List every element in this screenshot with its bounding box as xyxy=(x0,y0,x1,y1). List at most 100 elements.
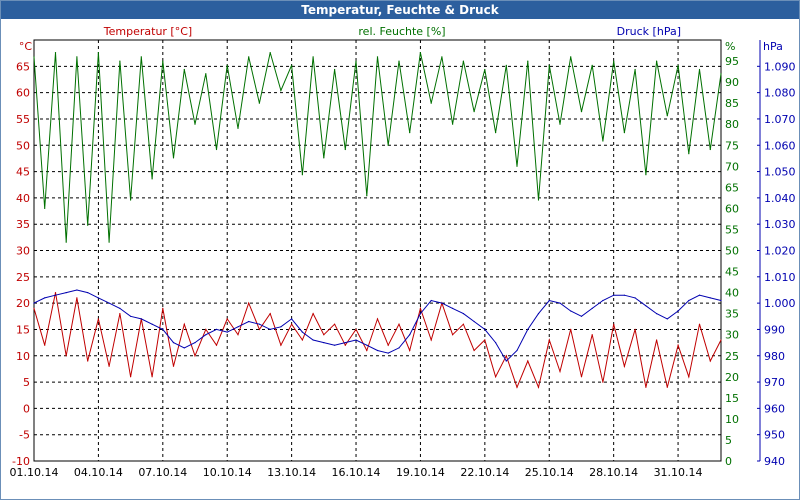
temp-data-point xyxy=(194,355,196,357)
hum-data-point xyxy=(344,148,346,151)
hum-data-point xyxy=(473,111,475,113)
hum-data-point xyxy=(505,64,507,66)
temp-data-point xyxy=(677,344,679,346)
temp-data-point xyxy=(720,339,722,341)
hum-data-point xyxy=(698,68,701,71)
hum-axis-label: rel. Feuchte [%] xyxy=(358,25,445,38)
hum-data-point xyxy=(87,224,89,226)
press-tick-label: 1.030 xyxy=(764,218,796,231)
temp-tick-label: -10 xyxy=(12,455,30,468)
temp-tick-label: 25 xyxy=(16,271,30,284)
hum-data-point xyxy=(280,89,282,92)
hum-data-point xyxy=(452,123,454,125)
hum-tick-label: 0 xyxy=(725,455,732,468)
temp-data-point xyxy=(709,360,711,362)
press-data-point xyxy=(355,339,357,341)
hum-data-point xyxy=(205,73,207,75)
temp-data-point xyxy=(258,328,260,330)
temp-data-point xyxy=(580,376,583,378)
press-data-point xyxy=(570,310,572,312)
press-data-point xyxy=(269,328,271,330)
temp-tick-label: -5 xyxy=(19,429,30,442)
temp-data-point xyxy=(495,376,497,378)
temp-data-point xyxy=(108,365,110,367)
press-data-point xyxy=(409,334,411,336)
hum-data-point xyxy=(366,195,368,197)
hum-data-point xyxy=(194,123,196,125)
press-data-point xyxy=(97,297,99,299)
hum-data-point xyxy=(355,60,357,62)
temp-data-point xyxy=(172,365,175,367)
temp-tick-label: 60 xyxy=(16,87,30,100)
press-data-point xyxy=(441,302,443,304)
press-data-point xyxy=(183,347,185,349)
temp-data-point xyxy=(97,318,99,320)
temp-data-point xyxy=(634,328,636,330)
press-data-point xyxy=(462,313,464,315)
temp-data-point xyxy=(366,349,368,352)
chart-title: Temperatur, Feuchte & Druck xyxy=(1,1,799,19)
temp-data-point xyxy=(344,344,346,346)
temp-data-point xyxy=(591,334,593,336)
x-tick-label: 31.10.14 xyxy=(654,466,703,479)
temp-data-point xyxy=(54,292,57,294)
x-tick-label: 10.10.14 xyxy=(203,466,252,479)
hum-data-point xyxy=(312,56,314,58)
hum-data-point xyxy=(516,165,518,167)
hum-data-point xyxy=(108,241,110,243)
press-data-point xyxy=(580,315,583,317)
x-tick-label: 16.10.14 xyxy=(332,466,381,479)
temp-data-point xyxy=(248,302,250,304)
hum-data-point xyxy=(387,144,389,146)
press-tick-label: 1.010 xyxy=(764,271,796,284)
hum-data-point xyxy=(33,56,35,58)
temp-data-point xyxy=(537,386,540,388)
press-tick-label: 990 xyxy=(764,323,785,336)
press-data-point xyxy=(591,307,593,309)
press-data-point xyxy=(87,292,89,294)
hum-tick-label: 20 xyxy=(725,371,739,384)
hum-tick-label: 95 xyxy=(725,55,739,68)
press-data-point xyxy=(194,342,196,344)
x-tick-label: 22.10.14 xyxy=(460,466,509,479)
temp-data-point xyxy=(312,313,314,315)
hum-tick-label: 30 xyxy=(725,329,739,342)
temp-data-point xyxy=(301,339,303,341)
temp-data-point xyxy=(452,334,454,336)
press-data-point xyxy=(291,318,293,320)
hum-tick-label: 35 xyxy=(725,308,739,321)
press-data-point xyxy=(419,313,421,315)
temp-data-point xyxy=(33,307,35,309)
press-data-point xyxy=(430,299,432,302)
hum-tick-label: 75 xyxy=(725,139,739,152)
temp-tick-label: 15 xyxy=(16,323,30,336)
hum-tick-label: 45 xyxy=(725,266,739,279)
temp-data-point xyxy=(355,328,357,330)
hum-data-point xyxy=(269,52,271,54)
press-data-point xyxy=(548,299,550,302)
temp-tick-label: 65 xyxy=(16,60,30,73)
hum-data-point xyxy=(291,64,293,66)
temp-data-point xyxy=(44,344,46,346)
press-data-point xyxy=(559,302,561,304)
hum-data-point xyxy=(613,60,615,62)
press-tick-label: 1.020 xyxy=(764,245,796,258)
temp-tick-label: 30 xyxy=(16,245,30,258)
press-data-point xyxy=(656,313,658,315)
hum-tick-label: 70 xyxy=(725,160,739,173)
press-tick-label: 970 xyxy=(764,376,785,389)
hum-tick-label: 25 xyxy=(725,350,739,363)
press-data-point xyxy=(172,342,175,344)
hum-data-point xyxy=(602,140,604,142)
press-data-point xyxy=(484,328,486,330)
hum-data-point xyxy=(484,68,486,71)
press-data-point xyxy=(33,302,35,304)
press-data-point xyxy=(645,305,647,307)
hum-data-point xyxy=(183,68,185,71)
temp-data-point xyxy=(119,313,121,315)
temp-data-point xyxy=(269,313,271,315)
press-data-point xyxy=(312,339,314,341)
hum-data-point xyxy=(226,64,228,66)
